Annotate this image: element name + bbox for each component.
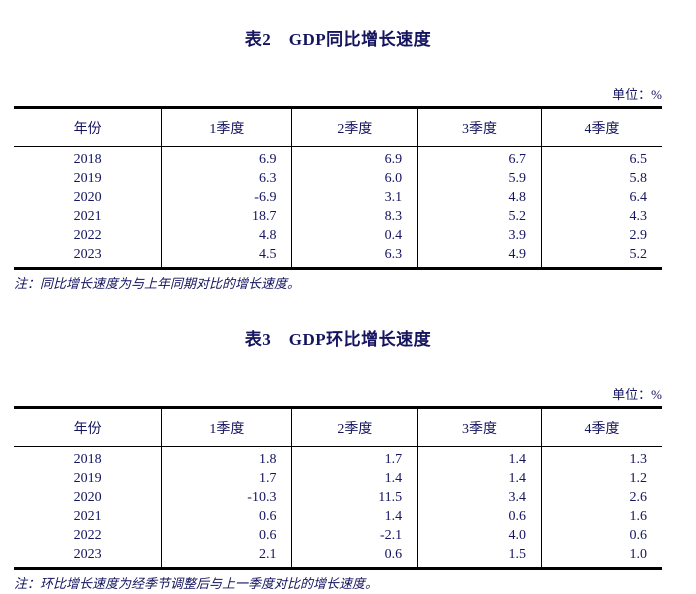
table3-title: 表3 GDP环比增长速度	[244, 330, 432, 349]
value-cell: 6.3	[161, 169, 292, 188]
year-cell: 2018	[73, 452, 102, 467]
value-cell: 1.3	[540, 446, 662, 469]
column-header-q2: 2季度	[291, 407, 418, 447]
year-cell: 2020	[73, 190, 102, 205]
value-cell: 8.3	[291, 207, 418, 226]
column-header-q4: 4季度	[540, 107, 662, 147]
year-cell: 2021	[73, 509, 102, 524]
value-cell: -10.3	[161, 488, 292, 507]
table-row: 2022 4.8 0.4 3.9 2.9	[14, 226, 662, 245]
value-cell: -6.9	[161, 188, 292, 207]
qoq-table-body: 2018 1.8 1.7 1.4 1.3 2019 1.7 1.4 1.4 1.2 2020 -10.…	[14, 446, 662, 569]
value-cell: 4.3	[540, 207, 662, 226]
value-cell: 6.3	[291, 245, 418, 269]
value-cell: 2.6	[540, 488, 662, 507]
table-row: 2020 -6.9 3.1 4.8 6.4	[14, 188, 662, 207]
column-header-q1: 1季度	[161, 107, 292, 147]
value-cell: 2.9	[540, 226, 662, 245]
value-cell: 4.8	[417, 188, 542, 207]
value-cell: 6.5	[540, 146, 662, 169]
value-cell: 3.4	[417, 488, 542, 507]
value-cell: 4.0	[417, 526, 542, 545]
value-cell: 0.6	[161, 526, 292, 545]
value-cell: 0.6	[540, 526, 662, 545]
value-cell: 6.4	[540, 188, 662, 207]
value-cell: 4.9	[417, 245, 542, 269]
column-header-q2: 2季度	[291, 107, 418, 147]
value-cell: 1.4	[417, 469, 542, 488]
yoy-growth-table: 年份 1季度 2季度 3季度 4季度 2018 6.9 6.9 6.7 6.5 2019 6…	[14, 106, 662, 270]
value-cell: 1.4	[417, 446, 542, 469]
header-row: 年份 1季度 2季度 3季度 4季度	[14, 107, 662, 147]
value-cell: 4.8	[161, 226, 292, 245]
table-row: 2018 6.9 6.9 6.7 6.5	[14, 146, 662, 169]
value-cell: -2.1	[291, 526, 418, 545]
value-cell: 1.6	[540, 507, 662, 526]
value-cell: 5.9	[417, 169, 542, 188]
value-cell: 1.7	[161, 469, 292, 488]
value-cell: 2.1	[161, 545, 292, 569]
qoq-table-header: 年份 1季度 2季度 3季度 4季度	[14, 407, 662, 447]
value-cell: 5.2	[540, 245, 662, 269]
year-cell: 2022	[73, 528, 102, 543]
value-cell: 1.7	[291, 446, 418, 469]
value-cell: 0.6	[161, 507, 292, 526]
table3-unit-label: 单位：%	[612, 387, 662, 402]
table-row: 2023 4.5 6.3 4.9 5.2	[14, 245, 662, 269]
value-cell: 6.9	[291, 146, 418, 169]
header-row: 年份 1季度 2季度 3季度 4季度	[14, 407, 662, 447]
value-cell: 3.1	[291, 188, 418, 207]
table-row: 2019 1.7 1.4 1.4 1.2	[14, 469, 662, 488]
table-row: 2021 0.6 1.4 0.6 1.6	[14, 507, 662, 526]
value-cell: 4.5	[161, 245, 292, 269]
value-cell: 5.2	[417, 207, 542, 226]
value-cell: 6.7	[417, 146, 542, 169]
value-cell: 0.6	[291, 545, 418, 569]
table3-note: 注：环比增长速度为经季节调整后与上一季度对比的增长速度。	[14, 576, 379, 591]
table-row: 2020 -10.3 11.5 3.4 2.6	[14, 488, 662, 507]
table2-title: 表2 GDP同比增长速度	[244, 30, 432, 49]
year-cell: 2019	[73, 171, 102, 186]
table-row: 2023 2.1 0.6 1.5 1.0	[14, 545, 662, 569]
column-header-year: 年份	[14, 107, 162, 147]
table-row: 2022 0.6 -2.1 4.0 0.6	[14, 526, 662, 545]
value-cell: 5.8	[540, 169, 662, 188]
column-header-q4: 4季度	[540, 407, 662, 447]
year-cell: 2021	[73, 209, 102, 224]
qoq-growth-table: 年份 1季度 2季度 3季度 4季度 2018 1.8 1.7 1.4 1.3 2019 1…	[14, 406, 662, 570]
yoy-table-body: 2018 6.9 6.9 6.7 6.5 2019 6.3 6.0 5.9 5.8 2020 -6.9…	[14, 146, 662, 269]
year-cell: 2020	[73, 490, 102, 505]
value-cell: 1.0	[540, 545, 662, 569]
value-cell: 1.2	[540, 469, 662, 488]
column-header-year: 年份	[14, 407, 162, 447]
table-row: 2018 1.8 1.7 1.4 1.3	[14, 446, 662, 469]
column-header-q3: 3季度	[417, 407, 542, 447]
value-cell: 3.9	[417, 226, 542, 245]
table-row: 2021 18.7 8.3 5.2 4.3	[14, 207, 662, 226]
value-cell: 1.8	[161, 446, 292, 469]
year-cell: 2023	[73, 247, 102, 262]
yoy-table-header: 年份 1季度 2季度 3季度 4季度	[14, 107, 662, 147]
year-cell: 2019	[73, 471, 102, 486]
column-header-q1: 1季度	[161, 407, 292, 447]
value-cell: 11.5	[291, 488, 418, 507]
value-cell: 1.4	[291, 507, 418, 526]
value-cell: 0.6	[417, 507, 542, 526]
value-cell: 1.4	[291, 469, 418, 488]
year-cell: 2022	[73, 228, 102, 243]
value-cell: 6.0	[291, 169, 418, 188]
value-cell: 18.7	[161, 207, 292, 226]
value-cell: 1.5	[417, 545, 542, 569]
value-cell: 6.9	[161, 146, 292, 169]
column-header-q3: 3季度	[417, 107, 542, 147]
year-cell: 2018	[73, 152, 102, 167]
year-cell: 2023	[73, 547, 102, 562]
value-cell: 0.4	[291, 226, 418, 245]
table2-note: 注：同比增长速度为与上年同期对比的增长速度。	[14, 276, 301, 291]
table-row: 2019 6.3 6.0 5.9 5.8	[14, 169, 662, 188]
table2-unit-label: 单位：%	[612, 87, 662, 102]
